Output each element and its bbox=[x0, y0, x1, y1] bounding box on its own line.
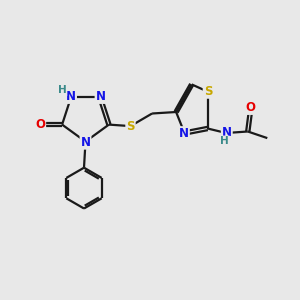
Text: N: N bbox=[66, 90, 76, 103]
Text: N: N bbox=[222, 126, 232, 139]
Text: O: O bbox=[35, 118, 45, 131]
Text: S: S bbox=[126, 120, 135, 133]
Text: S: S bbox=[204, 85, 212, 98]
Text: N: N bbox=[179, 127, 189, 140]
Text: N: N bbox=[96, 90, 106, 103]
Text: N: N bbox=[80, 136, 91, 149]
Text: H: H bbox=[220, 136, 229, 146]
Text: H: H bbox=[58, 85, 66, 95]
Text: O: O bbox=[245, 101, 255, 114]
